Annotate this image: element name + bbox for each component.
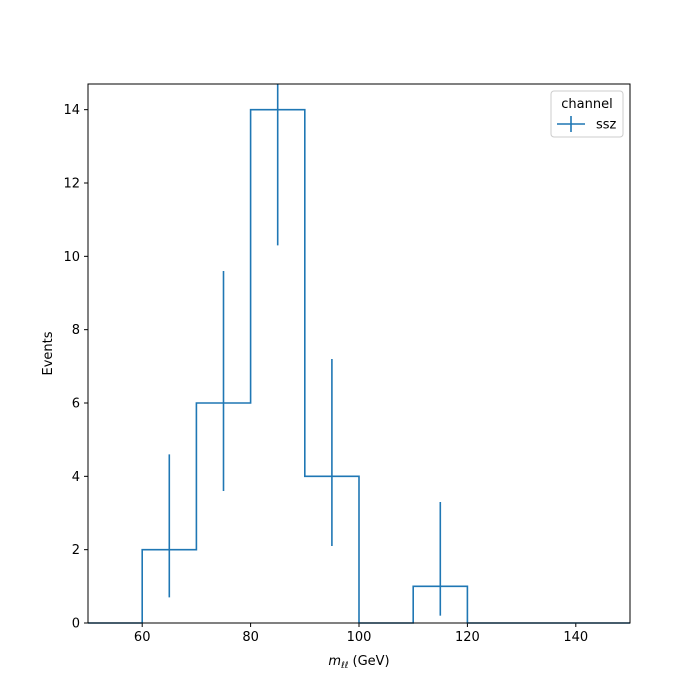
x-tick-label: 100 [347, 630, 372, 645]
x-tick-label: 80 [242, 630, 259, 645]
y-tick-label: 10 [63, 250, 80, 265]
y-tick-label: 0 [72, 617, 80, 632]
x-tick-label: 120 [455, 630, 480, 645]
tick-layer: 60 80 100 120 140 0 2 4 6 8 10 12 14 [63, 103, 588, 645]
x-axis-label-subscript: ℓℓ [340, 661, 348, 671]
y-tick-label: 12 [63, 177, 80, 192]
errorbar-layer [168, 84, 442, 616]
x-axis-label-symbol: m [328, 654, 341, 669]
x-tick-label: 140 [563, 630, 588, 645]
x-axis-label-unit: (GeV) [353, 654, 390, 669]
axes-frame [87, 83, 631, 624]
y-tick-label: 6 [72, 397, 80, 412]
x-tick-label: 60 [134, 630, 151, 645]
legend-title: channel [561, 97, 612, 112]
y-axis-label: Events [41, 331, 56, 375]
legend-series-marker [557, 116, 585, 132]
y-tick-label: 2 [72, 543, 80, 558]
legend: channel ssz [550, 90, 624, 138]
y-tick-label: 8 [72, 323, 80, 338]
y-tick-label: 14 [63, 103, 80, 118]
x-axis-label: mℓℓ (GeV) [328, 654, 389, 671]
legend-box [550, 90, 624, 138]
legend-series-label: ssz [596, 118, 617, 133]
y-tick-label: 4 [72, 470, 80, 485]
